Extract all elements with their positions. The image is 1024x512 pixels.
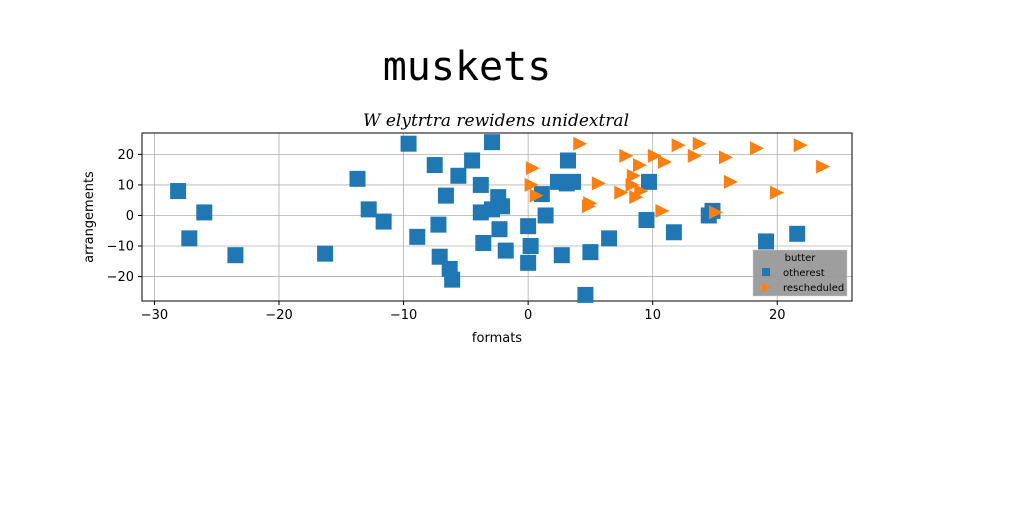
- y-tick-label: 10: [117, 178, 134, 193]
- point-otherest: [349, 170, 366, 187]
- point-otherest: [444, 271, 461, 288]
- point-otherest: [491, 221, 508, 238]
- point-otherest: [475, 234, 492, 251]
- chart-title: muskets: [383, 44, 552, 90]
- legend-title: butter: [785, 253, 817, 264]
- legend: butter otherest rescheduled: [752, 249, 848, 297]
- chart-subtitle: W elytrtra rewidens unidextral: [363, 111, 629, 131]
- point-otherest: [758, 233, 775, 250]
- point-rescheduled: [629, 190, 644, 205]
- point-otherest: [472, 176, 489, 193]
- point-rescheduled: [614, 185, 629, 200]
- point-rescheduled: [671, 138, 686, 153]
- point-otherest: [537, 207, 554, 224]
- point-otherest: [227, 247, 244, 264]
- point-rescheduled: [573, 136, 588, 151]
- legend-label-rescheduled: rescheduled: [783, 283, 844, 294]
- point-rescheduled: [655, 203, 670, 218]
- point-rescheduled: [718, 150, 733, 165]
- point-otherest: [484, 134, 501, 151]
- x-tick-label: −30: [141, 308, 168, 323]
- point-rescheduled: [529, 188, 544, 203]
- legend-label-otherest: otherest: [783, 268, 825, 279]
- point-otherest: [577, 286, 594, 303]
- x-axis-label: formats: [472, 331, 522, 346]
- point-rescheduled: [525, 161, 540, 176]
- point-rescheduled: [692, 136, 707, 151]
- plot-area: [141, 132, 853, 302]
- point-rescheduled: [793, 138, 808, 153]
- y-tick-label: −10: [107, 240, 134, 255]
- point-rescheduled: [687, 148, 702, 163]
- point-otherest: [560, 152, 576, 169]
- point-rescheduled: [583, 196, 598, 211]
- point-rescheduled: [626, 168, 641, 183]
- point-otherest: [400, 135, 417, 152]
- point-otherest: [553, 247, 570, 264]
- point-rescheduled: [723, 174, 738, 189]
- point-otherest: [665, 224, 682, 241]
- legend-marker-rescheduled: [762, 283, 771, 292]
- point-otherest: [582, 244, 599, 261]
- y-axis-label: arrangements: [82, 171, 97, 263]
- legend-marker-otherest: [762, 268, 770, 276]
- point-otherest: [181, 230, 198, 247]
- point-otherest: [450, 167, 467, 184]
- point-otherest: [520, 254, 537, 271]
- y-tick-label: −20: [107, 270, 134, 285]
- point-otherest: [464, 152, 481, 169]
- point-rescheduled: [647, 148, 662, 163]
- y-tick-label: 0: [126, 209, 134, 224]
- point-otherest: [360, 201, 377, 218]
- point-otherest: [789, 225, 806, 242]
- x-tick-label: 0: [524, 308, 532, 323]
- x-tick-label: −10: [390, 308, 417, 323]
- point-rescheduled: [524, 177, 539, 192]
- point-otherest: [601, 230, 618, 247]
- point-rescheduled: [816, 159, 831, 174]
- point-otherest: [493, 198, 510, 215]
- point-otherest: [375, 213, 392, 230]
- point-otherest: [409, 228, 426, 245]
- data-points: [170, 134, 831, 303]
- point-otherest: [522, 238, 539, 255]
- point-otherest: [426, 157, 443, 174]
- point-otherest: [640, 173, 657, 190]
- x-tick-label: −20: [265, 308, 292, 323]
- point-otherest: [520, 218, 537, 235]
- point-rescheduled: [750, 141, 765, 156]
- point-otherest: [430, 216, 447, 233]
- axis-ticks: −30 −20 −10 0 10 20 −20 −10 0 10 20: [107, 148, 786, 323]
- point-rescheduled: [591, 176, 606, 191]
- point-rescheduled: [770, 185, 785, 200]
- point-otherest: [497, 242, 514, 259]
- point-rescheduled: [619, 148, 634, 163]
- point-otherest: [196, 204, 213, 221]
- point-rescheduled: [634, 184, 649, 199]
- point-rescheduled: [633, 158, 647, 173]
- point-otherest: [170, 183, 187, 200]
- point-otherest: [638, 212, 655, 229]
- point-otherest: [431, 248, 448, 265]
- point-rescheduled: [657, 155, 672, 170]
- point-otherest: [437, 187, 454, 204]
- x-tick-label: 10: [644, 308, 661, 323]
- y-tick-label: 20: [117, 148, 134, 163]
- point-otherest: [317, 245, 334, 262]
- point-rescheduled: [708, 205, 723, 220]
- x-tick-label: 20: [769, 308, 786, 323]
- point-otherest: [564, 173, 581, 190]
